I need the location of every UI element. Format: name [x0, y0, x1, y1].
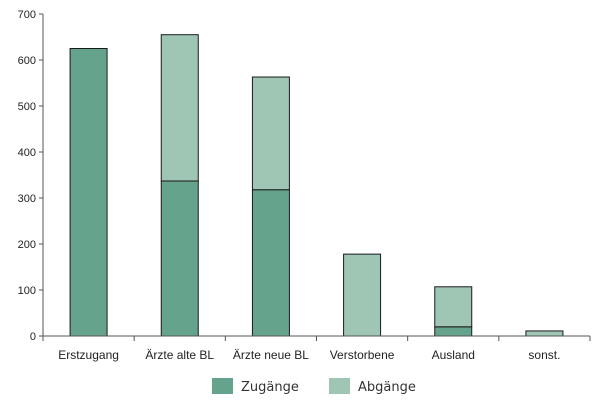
x-axis: Erstzugang Ärzte alte BL Ärzte neue BL Vers…	[42, 335, 591, 362]
legend-swatch	[212, 378, 233, 394]
legend: Zugänge Abgänge	[212, 378, 416, 395]
y-tick-label: 0	[30, 331, 36, 343]
x-category-label: Ärzte alte BL	[145, 348, 214, 362]
bar-segment-zugaenge	[251, 189, 290, 337]
y-tick-label: 200	[18, 239, 36, 251]
bar-segment-zugaenge	[434, 326, 473, 337]
bars	[69, 34, 564, 337]
y-tick-label: 300	[18, 193, 36, 205]
y-tick-label: 400	[18, 147, 36, 159]
x-category-label: sonst.	[528, 348, 560, 362]
bar-segment-zugaenge	[160, 180, 199, 337]
x-category-label: Erstzugang	[58, 348, 119, 362]
y-tick-label: 500	[18, 101, 36, 113]
x-category-label: Ausland	[432, 348, 475, 362]
y-tick-label: 700	[18, 9, 36, 21]
y-tick-label: 100	[18, 285, 36, 297]
legend-label: Abgänge	[358, 380, 416, 395]
bar-segment-abgaenge	[160, 34, 199, 182]
bar-segment-abgaenge	[525, 330, 564, 337]
bar-segment-zugaenge	[69, 48, 108, 337]
x-category-label: Ärzte neue BL	[233, 348, 309, 362]
legend-label: Zugänge	[241, 380, 299, 395]
bar-segment-abgaenge	[434, 286, 473, 328]
legend-swatch	[329, 378, 350, 394]
y-tick-label: 600	[18, 55, 36, 67]
x-category-label: Verstorbene	[330, 348, 395, 362]
bar-segment-abgaenge	[343, 253, 382, 337]
bar-segment-abgaenge	[251, 76, 290, 191]
y-axis: 0 100 200 300 400 500 600 700	[18, 9, 44, 343]
